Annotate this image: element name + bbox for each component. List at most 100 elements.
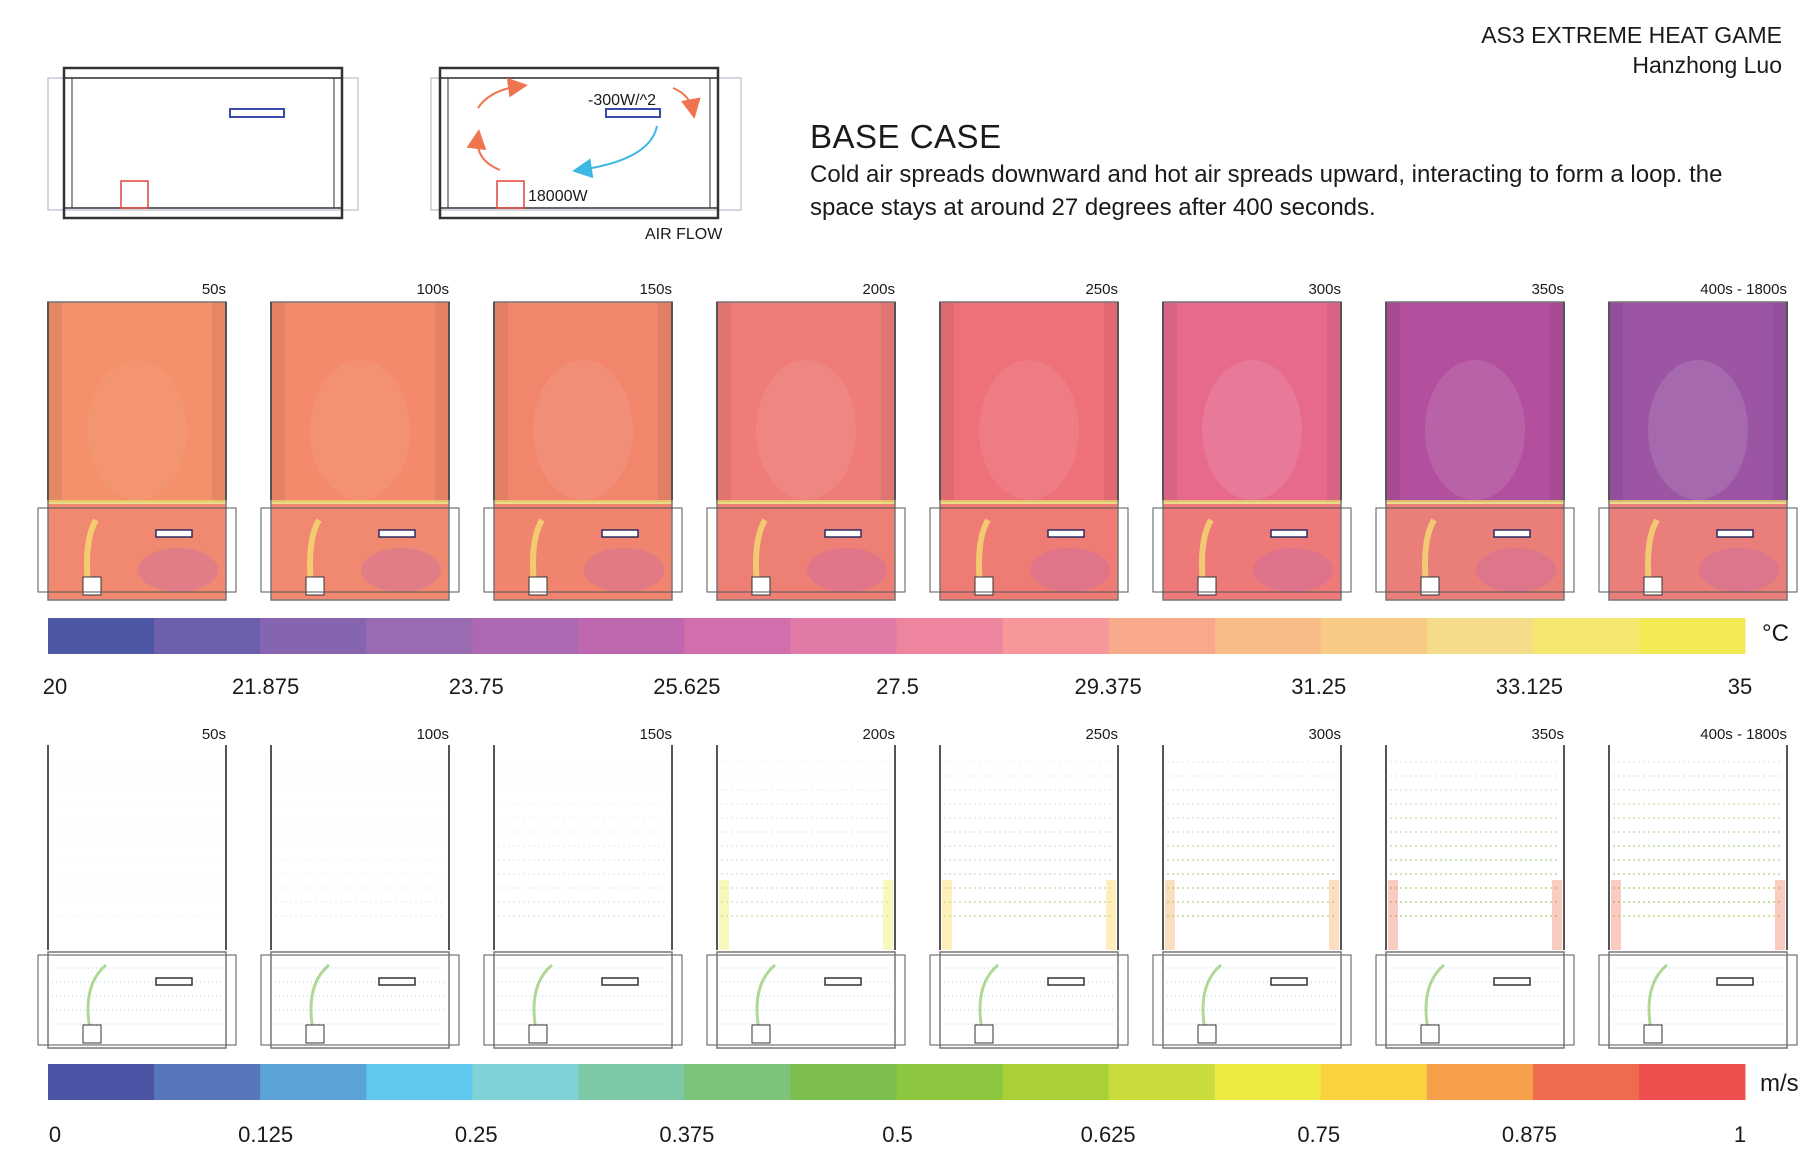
timestep-label: 400s - 1800s <box>1700 281 1787 298</box>
velocity-colorbar <box>48 1064 1746 1100</box>
velocity-panel <box>483 745 683 1049</box>
heater-unit <box>496 180 525 209</box>
cooler-unit <box>378 529 416 538</box>
velocity-unit: m/s <box>1760 1070 1799 1097</box>
scale-tick-label: 27.5 <box>876 674 919 699</box>
cooler-unit <box>605 108 661 118</box>
timestep-label: 50s <box>201 726 226 743</box>
project-header: AS3 EXTREME HEAT GAME Hanzhong Luo <box>1481 20 1782 80</box>
project-title: AS3 EXTREME HEAT GAME <box>1481 22 1782 48</box>
temperature-panel <box>1598 301 1798 601</box>
cooler-unit <box>1493 529 1531 538</box>
velocity-panel <box>929 745 1129 1049</box>
heater-unit <box>1197 576 1217 596</box>
colorbar-segment <box>1638 1064 1746 1100</box>
airflow-arrow-down <box>572 125 658 179</box>
colorbar-segment <box>48 1064 155 1100</box>
timestep-label: 300s <box>1308 281 1341 298</box>
schematic-room-left <box>47 66 359 220</box>
heater-unit <box>1197 1024 1217 1044</box>
timestep-label: 200s <box>862 726 895 743</box>
colorbar-segment <box>1002 618 1110 654</box>
heater-unit <box>528 576 548 596</box>
heater-unit <box>974 1024 994 1044</box>
heater-unit <box>751 576 771 596</box>
scale-tick-label: 0 <box>48 1122 62 1147</box>
cooler-unit <box>601 977 639 986</box>
colorbar-segment <box>1320 1064 1428 1100</box>
colorbar-segment <box>1214 1064 1322 1100</box>
heater-unit <box>305 1024 325 1044</box>
colorbar-segment <box>1426 618 1534 654</box>
scale-tick-label: 0.5 <box>882 1122 913 1147</box>
colorbar-segment <box>790 618 897 654</box>
cooler-unit <box>1047 529 1085 538</box>
cooler-unit <box>1716 977 1754 986</box>
heater-label: 18000W <box>528 188 588 205</box>
scale-tick-label: 31.25 <box>1291 674 1347 699</box>
heater-unit <box>82 576 102 596</box>
cooler-unit <box>229 108 285 118</box>
colorbar-segment <box>1108 1064 1216 1100</box>
heater-unit <box>82 1024 102 1044</box>
temperature-panel <box>1375 301 1575 601</box>
colorbar-segment <box>896 1064 1004 1100</box>
scale-tick-label: 35 <box>1727 674 1753 699</box>
cooler-unit <box>1270 529 1308 538</box>
scale-tick-label: 33.125 <box>1495 674 1564 699</box>
timestep-label: 250s <box>1085 281 1118 298</box>
colorbar-segment <box>1426 1064 1534 1100</box>
scale-tick-label: 29.375 <box>1074 674 1142 699</box>
timestep-label: 50s <box>201 281 226 298</box>
airflow-arrow-left <box>466 129 501 171</box>
temperature-unit: °C <box>1762 620 1789 647</box>
case-title: BASE CASE <box>810 118 1002 155</box>
timestep-label: 100s <box>416 726 449 743</box>
heater-unit <box>1643 576 1663 596</box>
airflow-arrow-up <box>477 77 528 109</box>
velocity-panel <box>260 745 460 1049</box>
scale-tick-label: 25.625 <box>653 674 721 699</box>
colorbar-segment <box>578 1064 685 1100</box>
temperature-panel <box>37 301 237 601</box>
timestep-label: 350s <box>1531 726 1564 743</box>
cooler-unit <box>378 977 416 986</box>
scale-tick-label: 0.75 <box>1297 1122 1341 1147</box>
cooler-unit <box>601 529 639 538</box>
velocity-panel <box>1598 745 1798 1049</box>
author-name: Hanzhong Luo <box>1632 52 1782 78</box>
timestep-label: 150s <box>639 726 672 743</box>
timestep-label: 350s <box>1531 281 1564 298</box>
velocity-panel <box>706 745 906 1049</box>
colorbar-segment <box>1108 618 1216 654</box>
colorbar-segment <box>154 618 261 654</box>
cooler-unit <box>155 977 193 986</box>
heater-unit <box>1643 1024 1663 1044</box>
colorbar-segment <box>790 1064 897 1100</box>
cooler-unit <box>1047 977 1085 986</box>
colorbar-segment <box>1638 618 1746 654</box>
timestep-label: 200s <box>862 281 895 298</box>
colorbar-segment <box>1532 1064 1640 1100</box>
colorbar-segment <box>260 618 367 654</box>
cooler-unit <box>1493 977 1531 986</box>
heater-unit <box>1420 576 1440 596</box>
cooler-unit <box>824 977 862 986</box>
temperature-colorbar <box>48 618 1746 654</box>
heater-unit <box>120 180 149 209</box>
heater-unit <box>751 1024 771 1044</box>
heater-unit <box>528 1024 548 1044</box>
heater-unit <box>1420 1024 1440 1044</box>
cooler-unit <box>824 529 862 538</box>
velocity-panel <box>1152 745 1352 1049</box>
schematic-room-right <box>430 66 742 220</box>
colorbar-segment <box>1320 618 1428 654</box>
velocity-panel <box>37 745 237 1049</box>
colorbar-segment <box>472 618 579 654</box>
scale-tick-label: 0.25 <box>454 1122 498 1147</box>
timestep-label: 100s <box>416 281 449 298</box>
cooler-unit <box>1270 977 1308 986</box>
colorbar-segment <box>578 618 685 654</box>
